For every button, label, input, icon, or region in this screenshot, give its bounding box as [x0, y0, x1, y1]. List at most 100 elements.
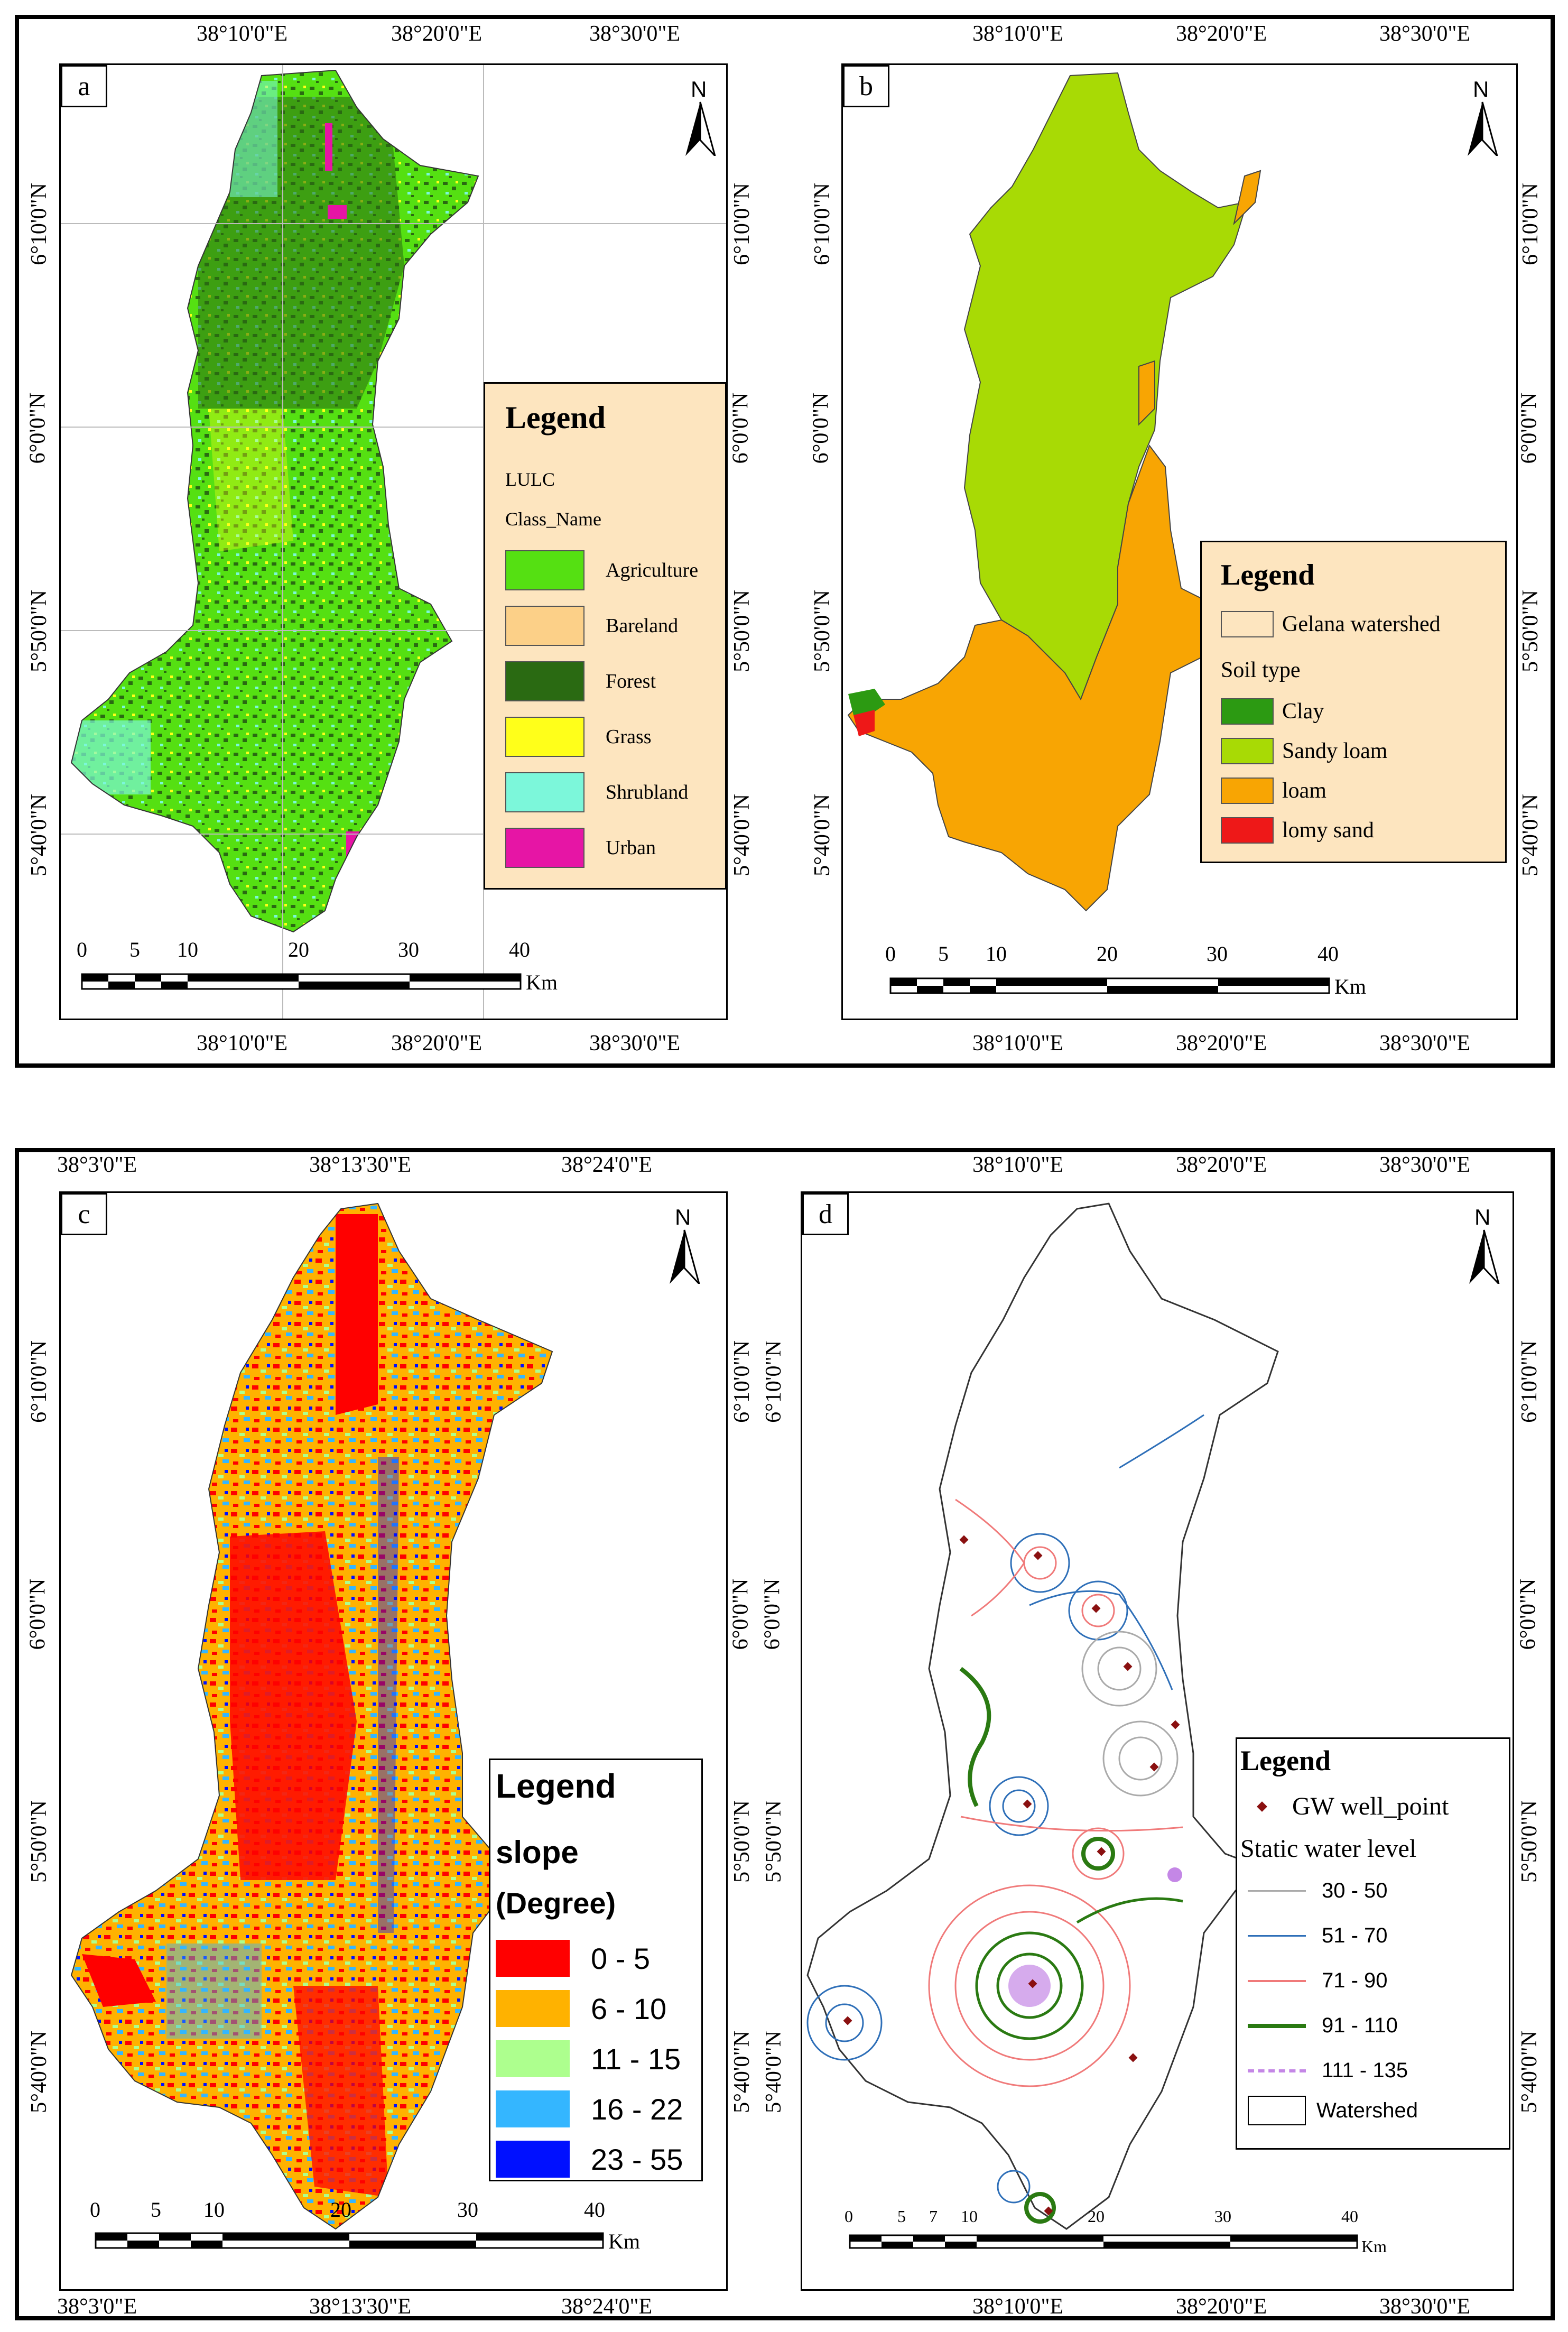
panel-b-bottom-lon-3: 38°30'0"E: [1379, 1031, 1471, 1056]
legend-item-label: Agriculture: [606, 559, 699, 581]
panel-d-legend-subtitle: Static water level: [1240, 1835, 1417, 1863]
legend-item: 23 - 55: [496, 2141, 683, 2178]
panel-a-bottom-lon-2: 38°20'0"E: [391, 1031, 483, 1056]
legend-line-swatch: [1248, 2023, 1306, 2028]
panel-a-top-lon-1: 38°10'0"E: [197, 22, 288, 46]
scalebar-tick: 10: [203, 2198, 225, 2222]
panel-d-bottom-lon-3: 38°30'0"E: [1379, 2294, 1471, 2319]
panel-a-right-lat-2: 6°0'0"N: [728, 392, 753, 464]
panel-a-lulc-map: [61, 65, 726, 1019]
panel-d-north-letter: N: [1474, 1205, 1491, 1229]
panel-c-right-lat-1: 6°10'0"N: [729, 1340, 754, 1423]
scalebar-unit: Km: [1361, 2237, 1387, 2256]
legend-item-label: 111 - 135: [1322, 2059, 1408, 2082]
panel-d-right-lat-2: 6°0'0"N: [1516, 1578, 1541, 1650]
legend-item-label: 23 - 55: [591, 2142, 683, 2176]
panel-b-north-arrow: N: [1461, 77, 1504, 156]
legend-line-swatch: [1248, 1890, 1306, 1892]
panel-c-left-lat-4: 5°40'0"N: [26, 2031, 51, 2113]
panel-d-top-lon-1: 38°10'0"E: [972, 1153, 1064, 1177]
panel-b-label: b: [843, 65, 889, 107]
scalebar-tick: 5: [938, 942, 949, 966]
scalebar-tick: 0: [77, 938, 87, 961]
legend-item: 30 - 50: [1248, 1879, 1388, 1903]
legend-item: loam: [1221, 778, 1326, 804]
legend-item: Grass: [505, 717, 652, 757]
legend-item: 11 - 15: [496, 2040, 681, 2077]
panel-c-left-lat-1: 6°10'0"N: [26, 1340, 51, 1423]
legend-item: Sandy loam: [1221, 738, 1387, 764]
scalebar-tick: 20: [1088, 2207, 1105, 2226]
panel-b-soil-map: [847, 72, 1261, 912]
legend-item: Clay: [1221, 698, 1324, 725]
panel-c-legend-sub1: slope: [496, 1835, 579, 1870]
legend-swatch: [505, 772, 584, 812]
legend-item: 0 - 5: [496, 1940, 650, 1977]
scalebar-tick: 10: [986, 942, 1007, 966]
panel-a-right-lat-1: 6°10'0"N: [729, 183, 754, 265]
panel-d-left-lat-4: 5°40'0"N: [761, 2031, 786, 2113]
north-arrow-icon: [685, 101, 716, 156]
scalebar-tick: 30: [457, 2198, 478, 2222]
panel-a-bottom-lon-1: 38°10'0"E: [197, 1031, 288, 1056]
scalebar-tick: 30: [1214, 2207, 1231, 2226]
panel-c-left-lat-2: 6°0'0"N: [25, 1578, 50, 1650]
panel-c-north-arrow: N: [663, 1205, 706, 1284]
panel-b-right-lat-3: 5°50'0"N: [1518, 590, 1543, 672]
panel-b-top-lon-3: 38°30'0"E: [1379, 22, 1471, 46]
legend-swatch: [505, 606, 584, 646]
panel-a-map: a N Legend LULC Class_Name Agriculture B…: [59, 63, 728, 1020]
panel-b-left-lat-3: 5°50'0"N: [810, 590, 834, 672]
north-arrow-icon: [1469, 1229, 1500, 1284]
panel-c-north-letter: N: [675, 1205, 691, 1229]
scalebar-tick: 0: [845, 2207, 853, 2226]
panel-a-right-lat-4: 5°40'0"N: [729, 794, 754, 876]
panel-a-bottom-lon-3: 38°30'0"E: [589, 1031, 681, 1056]
panel-d-north-arrow: N: [1463, 1205, 1505, 1284]
scalebar-tick: 30: [1207, 942, 1228, 966]
legend-swatch: [1221, 817, 1274, 844]
panel-b-map: b N Legend Gelana watershed Soil type Cl…: [841, 63, 1518, 1020]
scalebar-unit: Km: [1334, 975, 1366, 998]
scalebar-tick: 0: [885, 942, 896, 966]
panel-d-right-lat-4: 5°40'0"N: [1517, 2031, 1542, 2113]
panel-a-north-arrow: N: [679, 77, 721, 156]
panel-b-right-lat-1: 6°10'0"N: [1518, 183, 1543, 265]
scalebar-tick: 5: [151, 2198, 161, 2222]
legend-swatch: [1248, 2096, 1306, 2125]
legend-swatch: [496, 2040, 570, 2077]
scalebar-tick: 10: [961, 2207, 978, 2226]
scalebar-tick: 10: [177, 938, 198, 961]
panel-b-right-lat-4: 5°40'0"N: [1518, 794, 1543, 876]
legend-item-label: Forest: [606, 670, 656, 692]
legend-item: Shrubland: [505, 772, 688, 812]
legend-item-label: Grass: [606, 726, 652, 748]
scalebar-tick: 5: [897, 2207, 906, 2226]
legend-item-label: lomy sand: [1282, 818, 1374, 843]
panel-d-label: d: [802, 1193, 849, 1235]
panel-c-legend-title: Legend: [496, 1767, 616, 1805]
legend-item: 16 - 22: [496, 2090, 683, 2127]
panel-b-top-lon-1: 38°10'0"E: [972, 22, 1064, 46]
legend-item-label: 16 - 22: [591, 2092, 683, 2126]
panel-d-legend: Legend GW well_point Static water level …: [1236, 1737, 1510, 2150]
legend-swatch: [1221, 778, 1274, 804]
panel-b-legend: Legend Gelana watershed Soil type Clay S…: [1200, 541, 1507, 863]
legend-item-label: 30 - 50: [1322, 1879, 1388, 1902]
panel-d-map: d N Legend GW well_point Static water le…: [801, 1191, 1514, 2291]
panel-b-bottom-lon-1: 38°10'0"E: [972, 1031, 1064, 1056]
panel-b-bottom-lon-2: 38°20'0"E: [1176, 1031, 1267, 1056]
panel-b-legend-subtitle: Soil type: [1221, 658, 1301, 682]
panel-b-north-letter: N: [1473, 77, 1489, 101]
panel-b-left-lat-1: 6°10'0"N: [810, 183, 834, 265]
panel-b-right-lat-2: 6°0'0"N: [1517, 392, 1542, 464]
panel-c-slope-map: [70, 1202, 553, 2230]
panel-c-bottom-lon-1: 38°3'0"E: [57, 2294, 137, 2319]
panel-d-left-lat-1: 6°10'0"N: [761, 1340, 786, 1423]
legend-line-swatch: [1248, 2069, 1306, 2072]
panel-d-bottom-lon-2: 38°20'0"E: [1176, 2294, 1267, 2319]
legend-swatch: [1221, 698, 1274, 725]
scalebar-tick: 7: [929, 2207, 938, 2226]
scalebar-tick: 5: [129, 938, 140, 961]
well-point-icon: [1257, 1801, 1267, 1812]
